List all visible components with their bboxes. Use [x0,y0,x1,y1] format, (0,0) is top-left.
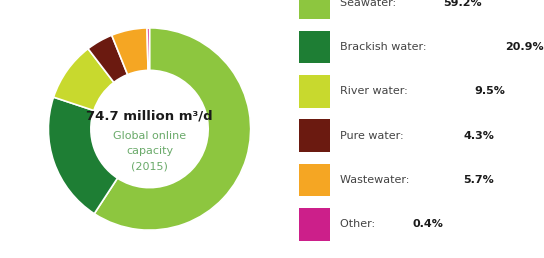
FancyBboxPatch shape [299,208,330,241]
Text: 0.4%: 0.4% [412,219,443,229]
Text: River water:: River water: [340,86,411,96]
FancyBboxPatch shape [299,119,330,152]
Wedge shape [48,97,118,214]
Wedge shape [112,28,148,75]
Text: Brackish water:: Brackish water: [340,42,430,52]
Text: 9.5%: 9.5% [474,86,505,96]
Text: 4.3%: 4.3% [463,131,494,141]
Text: 20.9%: 20.9% [505,42,543,52]
Text: 5.7%: 5.7% [463,175,494,185]
Text: Pure water:: Pure water: [340,131,407,141]
FancyBboxPatch shape [299,75,330,108]
Text: Other:: Other: [340,219,379,229]
Wedge shape [53,49,114,110]
FancyBboxPatch shape [299,164,330,196]
Text: 59.2%: 59.2% [443,0,481,7]
Text: Seawater:: Seawater: [340,0,400,7]
FancyBboxPatch shape [299,30,330,63]
Text: 74.7 million m³/d: 74.7 million m³/d [86,109,213,122]
Text: Wastewater:: Wastewater: [340,175,413,185]
Text: Global online
capacity
(2015): Global online capacity (2015) [113,131,186,172]
Wedge shape [147,28,150,70]
Wedge shape [94,28,251,230]
Wedge shape [88,35,128,82]
FancyBboxPatch shape [299,0,330,19]
